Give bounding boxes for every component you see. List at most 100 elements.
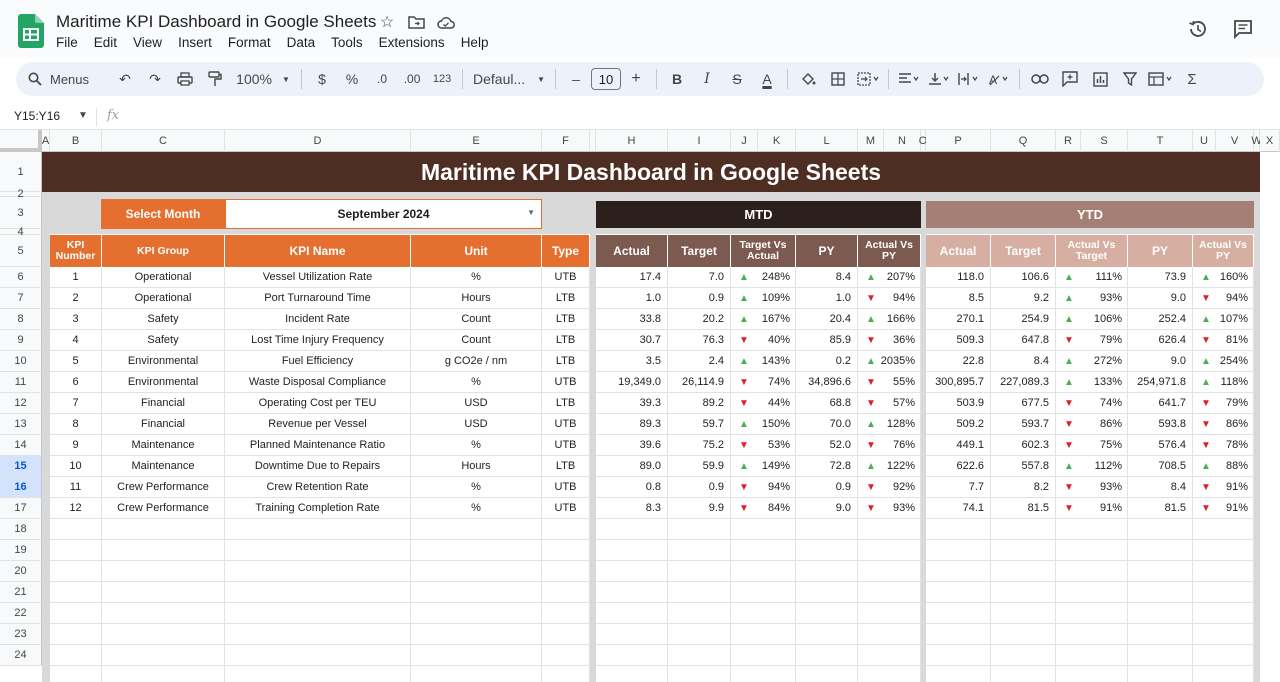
mtd-py-cell[interactable]: 0.9 [796,477,858,498]
ytd-py-cell[interactable]: 73.9 [1128,267,1193,288]
ytd-target-cell[interactable]: 677.5 [991,393,1056,414]
mtd-py-cell[interactable]: 9.0 [796,498,858,519]
currency-format-button[interactable]: $ [318,71,326,87]
kpi-number-cell[interactable]: 10 [50,456,102,477]
kpi-name-cell[interactable]: Planned Maintenance Ratio [225,435,411,456]
column-header[interactable]: K [758,130,796,152]
mtd-actual-cell[interactable]: 89.3 [596,414,668,435]
decrease-font-size-button[interactable]: – [572,71,580,87]
mtd-target-cell[interactable]: 2.4 [668,351,731,372]
mtd-actual-vs-py-cell[interactable]: ▼ 55% [858,372,921,393]
kpi-group-cell[interactable]: Environmental [102,351,225,372]
row-header[interactable]: 4 [0,226,42,238]
row-header[interactable]: 18 [0,519,42,540]
unit-cell[interactable]: % [411,267,542,288]
ytd-actual-vs-target-cell[interactable]: ▲ 93% [1056,288,1128,309]
column-header[interactable]: J [731,130,758,152]
ytd-actual-vs-target-cell[interactable]: ▼ 79% [1056,330,1128,351]
fill-color-icon[interactable] [796,66,820,92]
strikethrough-button[interactable]: S [732,71,742,87]
row-header[interactable]: 8 [0,309,42,330]
unit-cell[interactable]: USD [411,393,542,414]
kpi-group-cell[interactable]: Safety [102,330,225,351]
row-header[interactable]: 6 [0,267,42,288]
mtd-target-cell[interactable]: 0.9 [668,288,731,309]
ytd-actual-vs-target-cell[interactable]: ▼ 74% [1056,393,1128,414]
ytd-target-cell[interactable]: 8.4 [991,351,1056,372]
kpi-group-cell[interactable]: Maintenance [102,435,225,456]
mtd-target-cell[interactable]: 7.0 [668,267,731,288]
ytd-py-cell[interactable]: 252.4 [1128,309,1193,330]
empty-cell-column[interactable] [858,519,921,682]
kpi-name-cell[interactable]: Downtime Due to Repairs [225,456,411,477]
redo-icon[interactable]: ↷ [149,70,161,87]
ytd-target-cell[interactable]: 593.7 [991,414,1056,435]
mtd-actual-cell[interactable]: 39.6 [596,435,668,456]
move-folder-icon[interactable] [406,12,426,32]
mtd-actual-vs-py-cell[interactable]: ▲ 2035% [858,351,921,372]
menus-search[interactable]: Menus [28,72,89,87]
kpi-name-cell[interactable]: Port Turnaround Time [225,288,411,309]
ytd-target-cell[interactable]: 9.2 [991,288,1056,309]
kpi-group-cell[interactable]: Safety [102,309,225,330]
column-header[interactable]: M [858,130,884,152]
mtd-target-vs-actual-cell[interactable]: ▼ 44% [731,393,796,414]
mtd-py-cell[interactable]: 8.4 [796,267,858,288]
decrease-decimal-button[interactable]: .0 [377,72,388,86]
type-cell[interactable]: UTB [542,414,590,435]
ytd-target-cell[interactable]: 557.8 [991,456,1056,477]
ytd-actual-vs-py-cell[interactable]: ▼ 91% [1193,477,1254,498]
menu-insert[interactable]: Insert [178,35,212,50]
row-header[interactable]: 17 [0,498,42,519]
ytd-actual-vs-target-cell[interactable]: ▲ 106% [1056,309,1128,330]
column-header[interactable]: F [542,130,590,152]
type-cell[interactable]: LTB [542,393,590,414]
menu-view[interactable]: View [133,35,163,50]
kpi-name-cell[interactable]: Operating Cost per TEU [225,393,411,414]
version-history-icon[interactable] [1185,16,1211,42]
kpi-name-cell[interactable]: Fuel Efficiency [225,351,411,372]
increase-font-size-button[interactable]: + [631,70,641,87]
name-box[interactable]: Y15:Y16 [14,109,61,123]
ytd-actual-vs-py-cell[interactable]: ▼ 79% [1193,393,1254,414]
menu-file[interactable]: File [56,35,78,50]
mtd-py-cell[interactable]: 85.9 [796,330,858,351]
kpi-group-cell[interactable]: Crew Performance [102,498,225,519]
unit-cell[interactable]: Hours [411,456,542,477]
empty-cell-column[interactable] [668,519,731,682]
ytd-actual-cell[interactable]: 449.1 [926,435,991,456]
type-cell[interactable]: UTB [542,477,590,498]
insert-chart-icon[interactable] [1088,66,1112,92]
filter-icon[interactable] [1118,66,1142,92]
empty-cell-column[interactable] [411,519,542,682]
star-icon[interactable]: ☆ [379,14,395,31]
hidden-column-marker[interactable] [590,130,596,152]
ytd-actual-vs-target-cell[interactable]: ▼ 75% [1056,435,1128,456]
mtd-actual-vs-py-cell[interactable]: ▲ 166% [858,309,921,330]
type-cell[interactable]: LTB [542,288,590,309]
kpi-group-cell[interactable]: Operational [102,267,225,288]
ytd-actual-vs-py-cell[interactable]: ▲ 254% [1193,351,1254,372]
mtd-actual-cell[interactable]: 1.0 [596,288,668,309]
ytd-actual-vs-py-cell[interactable]: ▲ 88% [1193,456,1254,477]
unit-cell[interactable]: Hours [411,288,542,309]
menu-edit[interactable]: Edit [93,35,118,50]
ytd-target-cell[interactable]: 227,089.3 [991,372,1056,393]
column-header[interactable]: B [50,130,102,152]
sheets-logo-icon[interactable] [18,14,44,48]
empty-cell-column[interactable] [1128,519,1193,682]
kpi-number-cell[interactable]: 1 [50,267,102,288]
percent-format-button[interactable]: % [345,71,359,87]
row-header[interactable]: 16 [0,477,42,498]
mtd-target-vs-actual-cell[interactable]: ▲ 167% [731,309,796,330]
kpi-number-cell[interactable]: 12 [50,498,102,519]
row-header[interactable]: 3 [0,197,42,229]
ytd-py-cell[interactable]: 708.5 [1128,456,1193,477]
row-header[interactable]: 10 [0,351,42,372]
borders-icon[interactable] [826,66,850,92]
mtd-py-cell[interactable]: 72.8 [796,456,858,477]
kpi-name-cell[interactable]: Training Completion Rate [225,498,411,519]
vertical-align-icon[interactable] [927,66,951,92]
text-wrapping-icon[interactable] [957,66,981,92]
